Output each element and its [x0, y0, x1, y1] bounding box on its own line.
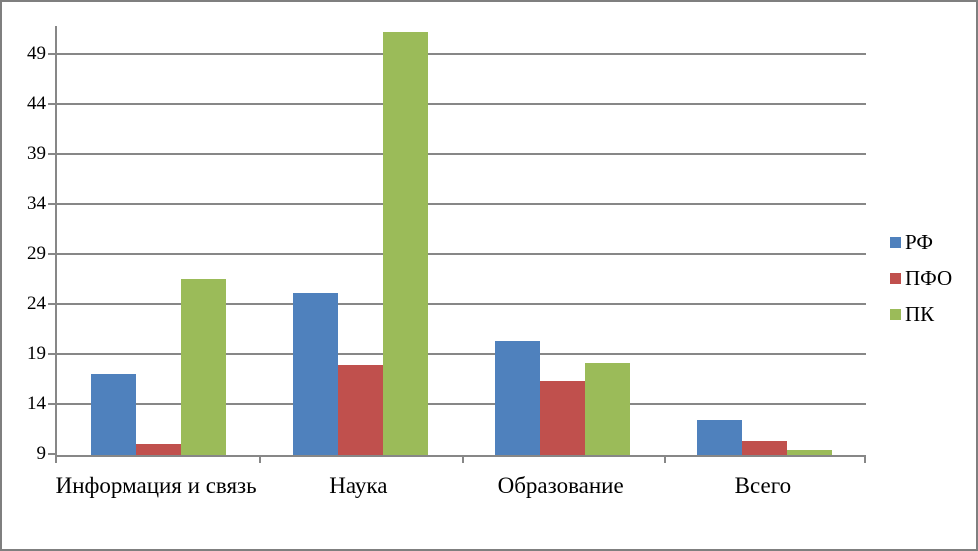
y-tick-label: 9: [36, 443, 47, 464]
x-axis-tick: [864, 455, 866, 463]
bar: [382, 32, 428, 455]
category-label: Информация и связь: [55, 473, 257, 498]
bar: [742, 441, 788, 455]
y-axis-tick: [48, 353, 57, 355]
gridline: [57, 303, 866, 305]
gridline: [57, 403, 866, 405]
y-tick-label: 44: [27, 93, 46, 114]
y-axis-tick: [48, 253, 57, 255]
y-axis-tick: [48, 453, 57, 455]
bar: [90, 374, 136, 455]
bar: [135, 444, 181, 455]
legend-marker: [890, 308, 901, 320]
y-axis-tick: [48, 303, 57, 305]
bar: [337, 365, 383, 455]
legend-label: ПК: [905, 301, 935, 326]
y-tick-label: 14: [27, 393, 46, 414]
x-axis-tick: [663, 455, 666, 463]
category-label: Образование: [497, 473, 624, 498]
bar: [180, 279, 226, 455]
bar: [787, 450, 833, 455]
y-axis-tick: [48, 153, 57, 155]
y-axis-tick: [48, 53, 57, 55]
gridline: [57, 203, 866, 205]
gridline: [57, 103, 866, 105]
legend-marker: [890, 272, 901, 284]
y-tick-label: 39: [27, 143, 46, 164]
y-tick-label: 29: [27, 243, 46, 264]
legend-label: ПФО: [905, 265, 953, 290]
y-tick-label: 19: [27, 343, 46, 364]
category-label: Наука: [329, 473, 388, 498]
legend-item: РФ: [890, 224, 952, 260]
x-axis-tick: [461, 455, 464, 463]
gridline: [57, 253, 866, 255]
y-axis-tick: [48, 403, 57, 405]
y-tick-label: 49: [27, 43, 46, 64]
legend: РФ ПФО ПК: [890, 224, 952, 332]
y-axis-tick: [48, 103, 57, 105]
x-axis-tick: [259, 455, 262, 463]
legend-label: РФ: [905, 229, 933, 254]
plot-area: [48, 26, 866, 463]
y-tick-label: 34: [27, 193, 46, 214]
gridline: [57, 53, 866, 55]
legend-item: ПФО: [890, 260, 952, 296]
category-label: Всего: [734, 473, 792, 498]
bar: [697, 420, 743, 455]
legend-marker: [890, 236, 901, 248]
bar: [585, 363, 631, 455]
y-tick-label: 24: [27, 293, 46, 314]
legend-item: ПК: [890, 296, 952, 332]
bar: [292, 293, 338, 455]
gridline: [57, 153, 866, 155]
bar: [495, 341, 541, 455]
y-axis-tick: [48, 203, 57, 205]
x-axis-tick: [55, 455, 57, 463]
bar: [540, 381, 586, 455]
gridline: [57, 353, 866, 355]
